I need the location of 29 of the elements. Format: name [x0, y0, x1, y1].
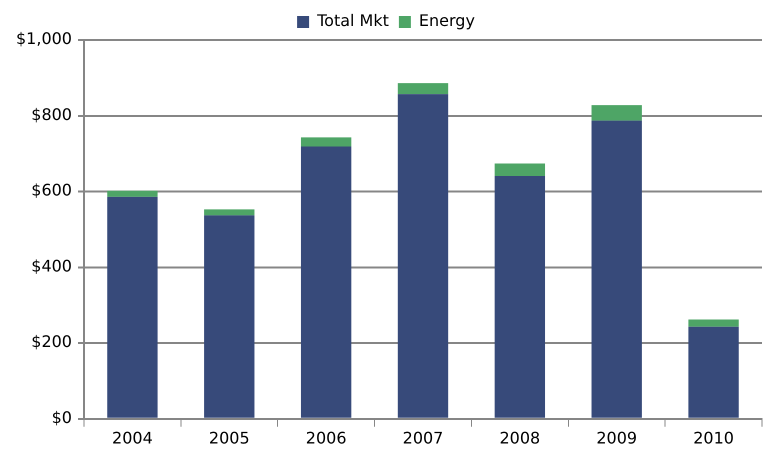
- x-tick-label: 2007: [402, 428, 444, 448]
- bar: [688, 326, 739, 418]
- x-tick-label: 2004: [112, 428, 153, 448]
- legend-label: Energy: [418, 11, 475, 30]
- bar: [107, 196, 158, 418]
- y-tick-label: $0: [52, 408, 72, 427]
- x-tick-label: 2005: [208, 428, 250, 448]
- bar: [398, 83, 448, 94]
- bar: [300, 146, 352, 418]
- bar: [107, 190, 158, 197]
- bar: [592, 120, 642, 418]
- bar: [494, 163, 546, 176]
- y-tick-label: $400: [31, 256, 72, 276]
- y-tick-label: $800: [31, 104, 72, 124]
- bar: [592, 105, 642, 121]
- bar: [204, 209, 254, 216]
- legend-label: Total Mkt: [316, 11, 389, 30]
- y-tick-label: $1,000: [16, 29, 72, 48]
- y-tick-label: $600: [31, 180, 72, 200]
- bar: [398, 94, 448, 418]
- x-tick-label: 2009: [596, 428, 638, 448]
- y-tick-label: $200: [31, 332, 72, 352]
- bar: [494, 176, 546, 418]
- bar: [688, 320, 739, 327]
- bar: [300, 137, 352, 146]
- x-tick-label: 2008: [499, 428, 540, 448]
- x-tick-label: 2010: [693, 428, 734, 448]
- bar: [204, 215, 254, 418]
- x-tick-label: 2006: [306, 428, 346, 448]
